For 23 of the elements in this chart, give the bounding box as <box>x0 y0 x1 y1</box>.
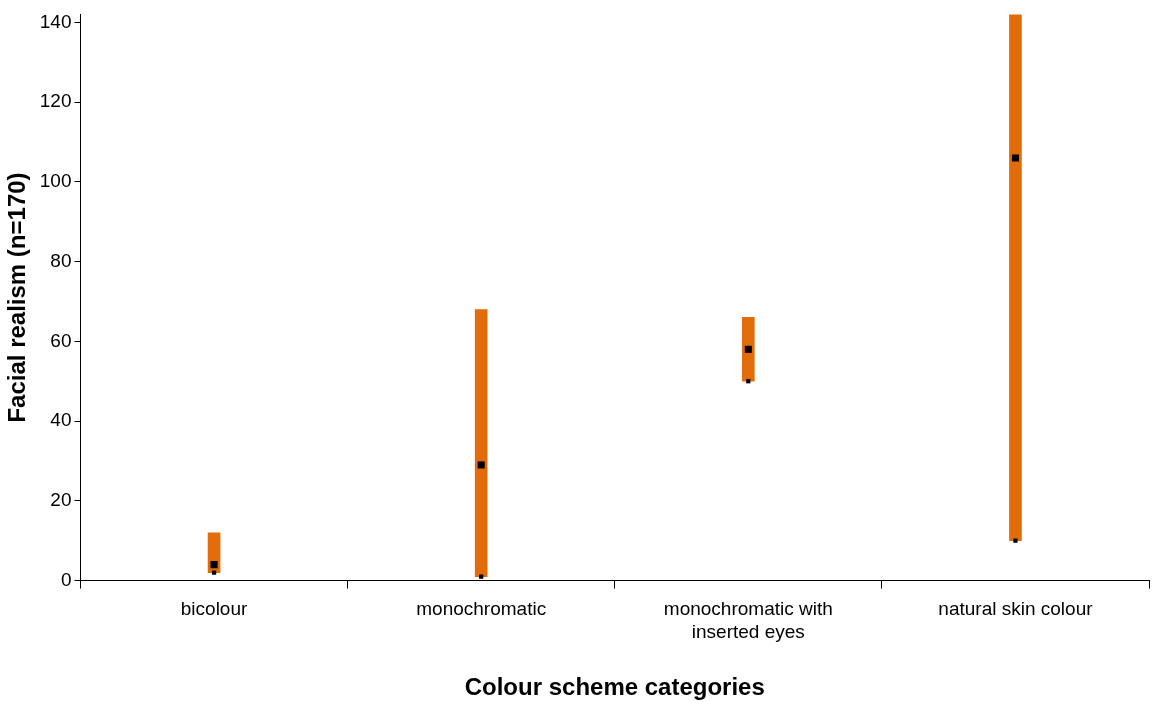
point <box>1013 538 1018 543</box>
point <box>477 461 485 469</box>
y-tick-label: 20 <box>50 489 72 511</box>
y-tick-label: 140 <box>39 10 72 32</box>
y-tick-label: 60 <box>50 329 72 351</box>
x-tick-label: monochromatic <box>416 598 547 620</box>
point <box>210 561 218 569</box>
x-tick-label: monochromatic with inserted eyes <box>663 598 833 643</box>
bar <box>474 309 488 577</box>
point <box>744 345 752 353</box>
y-tick-label: 120 <box>39 90 72 112</box>
y-axis-title: Facial realism (n=170) <box>3 172 31 423</box>
y-tick-label: 100 <box>39 170 72 192</box>
bar <box>741 317 755 382</box>
x-tick-label: natural skin colour <box>938 598 1094 620</box>
y-tick-label: 0 <box>60 568 72 590</box>
x-axis-title: Colour scheme categories <box>464 673 765 701</box>
y-tick-label: 40 <box>50 409 72 431</box>
x-tick-label: bicolour <box>180 598 248 620</box>
point <box>1011 154 1019 162</box>
y-tick-label: 80 <box>50 249 72 271</box>
point <box>479 574 484 579</box>
bar <box>1009 14 1022 542</box>
